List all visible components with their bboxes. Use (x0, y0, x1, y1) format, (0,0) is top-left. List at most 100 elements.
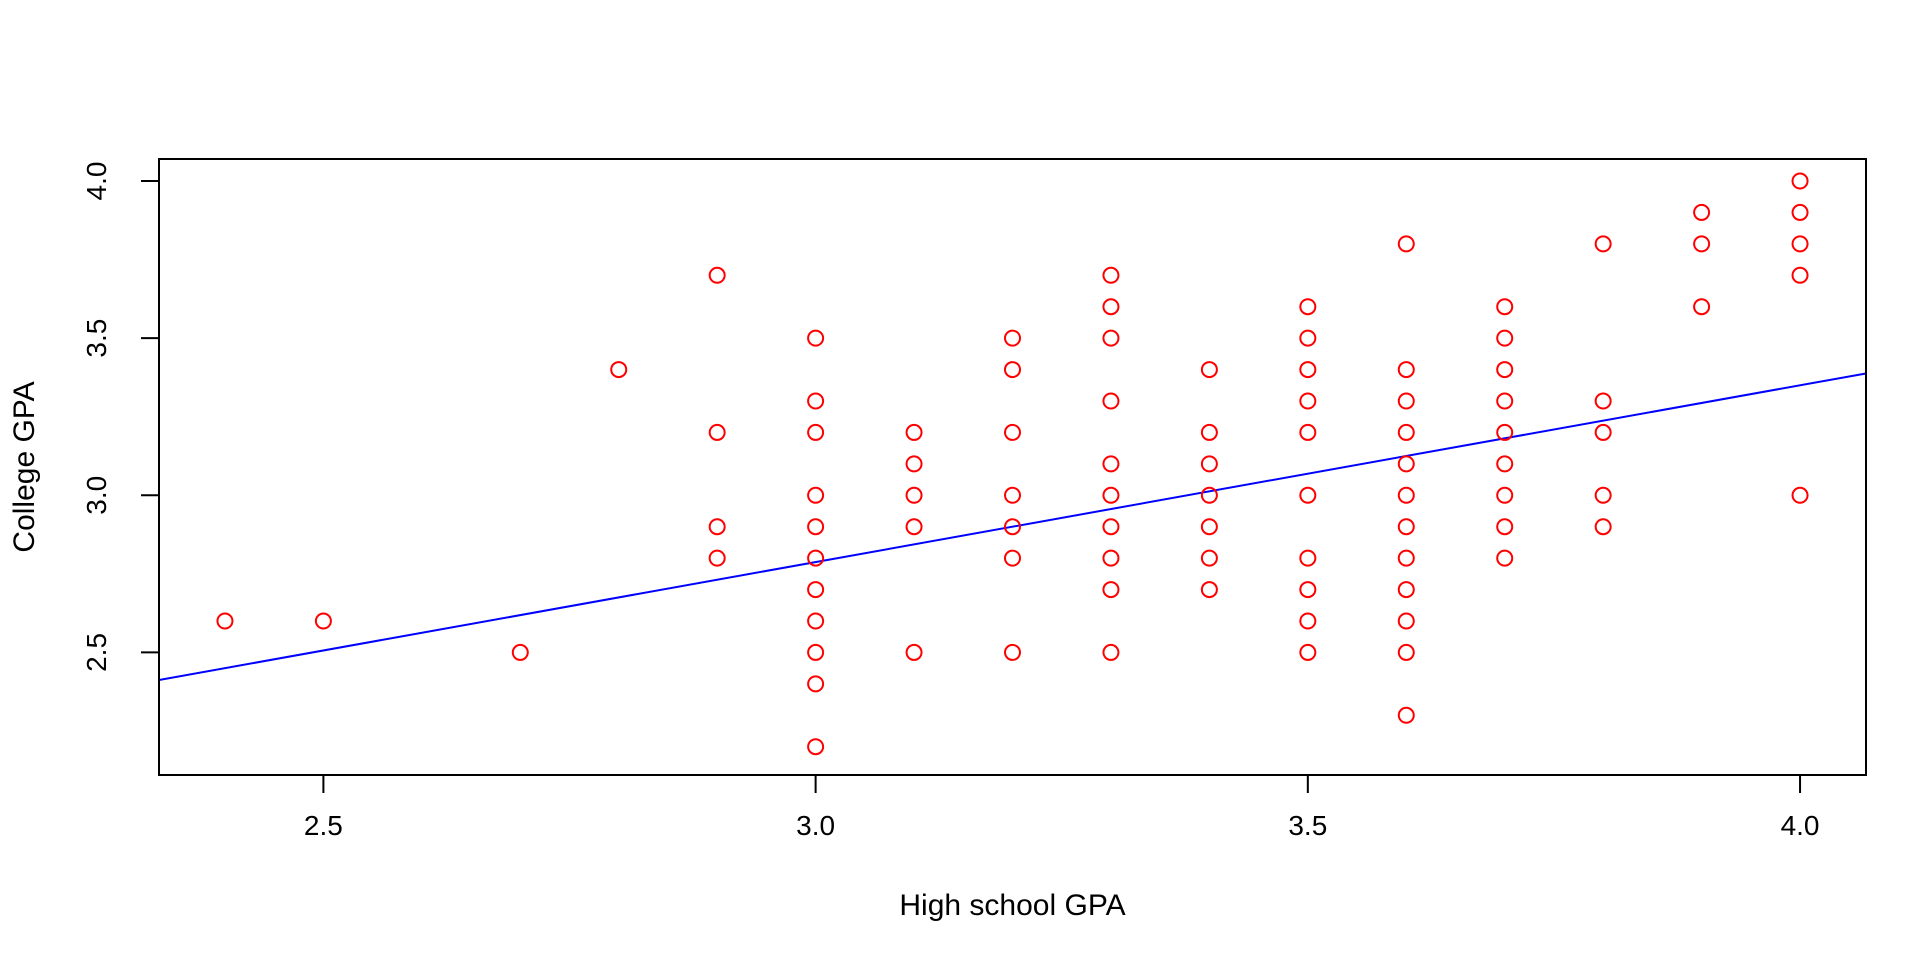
data-point (511, 643, 529, 661)
data-point (1102, 455, 1120, 473)
data-point (1496, 549, 1514, 567)
data-point (1594, 486, 1612, 504)
data-point (905, 486, 923, 504)
data-point (1200, 486, 1218, 504)
data-point (807, 675, 825, 693)
data-point (1397, 612, 1415, 630)
data-point (1102, 392, 1120, 410)
data-point (1791, 486, 1809, 504)
data-point (807, 392, 825, 410)
data-point (807, 738, 825, 756)
data-point (1102, 329, 1120, 347)
data-point (1693, 235, 1711, 253)
data-point (216, 612, 234, 630)
data-point (1594, 392, 1612, 410)
data-point (1496, 486, 1514, 504)
data-point (1299, 423, 1317, 441)
data-point (1102, 266, 1120, 284)
data-point (1496, 518, 1514, 536)
data-point (1299, 298, 1317, 316)
regression-line-layer (159, 372, 1866, 681)
data-point (1397, 643, 1415, 661)
data-point (905, 643, 923, 661)
data-point (708, 423, 726, 441)
x-axis-label: High school GPA (899, 889, 1125, 922)
y-axis-label: College GPA (8, 381, 41, 552)
data-point (1496, 298, 1514, 316)
data-point (1496, 329, 1514, 347)
data-point (1102, 518, 1120, 536)
data-point (1299, 329, 1317, 347)
x-tick-label: 3.5 (1288, 810, 1327, 841)
data-point (1102, 486, 1120, 504)
data-point (1496, 455, 1514, 473)
data-point (905, 518, 923, 536)
data-point (1496, 361, 1514, 379)
data-point (1594, 423, 1612, 441)
data-point (1004, 643, 1021, 661)
data-point (807, 549, 825, 567)
data-point (1397, 549, 1415, 567)
data-point (807, 518, 825, 536)
data-point (807, 612, 825, 630)
data-points (216, 172, 1809, 756)
y-axis: 2.5 3.0 3.5 4.0 (81, 162, 160, 672)
data-point (1397, 706, 1415, 724)
data-point (708, 266, 726, 284)
data-point (1397, 235, 1415, 253)
data-point (1299, 581, 1317, 599)
data-point (1397, 518, 1415, 536)
data-point (1791, 235, 1809, 253)
data-point (1397, 486, 1415, 504)
x-tick-label: 4.0 (1781, 810, 1820, 841)
data-point (708, 549, 726, 567)
data-point (807, 423, 825, 441)
data-point (905, 423, 923, 441)
data-point (1200, 581, 1218, 599)
data-point (1397, 581, 1415, 599)
data-point (807, 329, 825, 347)
data-point (1102, 549, 1120, 567)
data-point (1299, 486, 1317, 504)
data-point (1102, 298, 1120, 316)
data-point (1004, 486, 1021, 504)
data-point (1397, 361, 1415, 379)
data-point (807, 643, 825, 661)
regression-line (159, 372, 1866, 681)
data-point (1299, 392, 1317, 410)
data-point (1299, 549, 1317, 567)
y-tick-label: 4.0 (81, 162, 112, 201)
y-tick-label: 3.5 (81, 319, 112, 358)
data-point (1004, 423, 1021, 441)
x-axis: 2.5 3.0 3.5 4.0 (304, 774, 1820, 841)
data-point (1004, 549, 1021, 567)
y-tick-label: 3.0 (81, 476, 112, 515)
data-point (1299, 643, 1317, 661)
data-point (1496, 423, 1514, 441)
y-tick-label: 2.5 (81, 633, 112, 672)
data-point (1004, 329, 1021, 347)
data-point (1594, 518, 1612, 536)
data-point (1004, 361, 1021, 379)
data-point (1200, 549, 1218, 567)
data-point (708, 518, 726, 536)
x-tick-label: 2.5 (304, 810, 343, 841)
x-tick-label: 3.0 (796, 810, 835, 841)
data-point (1791, 266, 1809, 284)
data-point (1102, 643, 1120, 661)
data-point (1397, 423, 1415, 441)
data-point (1200, 455, 1218, 473)
data-point (1693, 298, 1711, 316)
data-point (1299, 361, 1317, 379)
data-point (1200, 518, 1218, 536)
data-point (1004, 518, 1021, 536)
data-point (1102, 581, 1120, 599)
data-point (610, 361, 628, 379)
data-point (1791, 172, 1809, 190)
data-point (807, 581, 825, 599)
data-point (314, 612, 332, 630)
data-point (1594, 235, 1612, 253)
data-point (1693, 203, 1711, 221)
